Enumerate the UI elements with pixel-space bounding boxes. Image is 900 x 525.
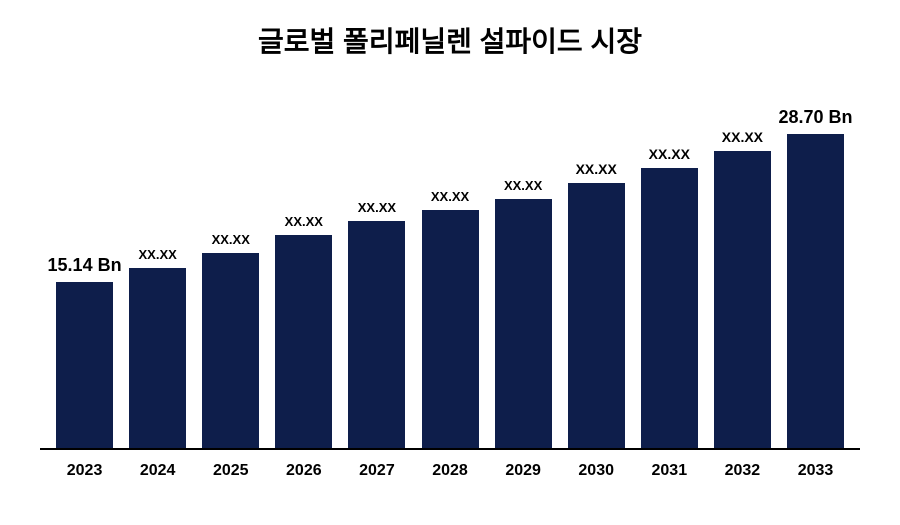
bar-group: XX.XX [633,120,706,448]
bar-group: XX.XX [121,120,194,448]
bar-group: XX.XX [413,120,486,448]
bar [202,253,259,448]
bar-value-label: 28.70 Bn [778,107,852,128]
bar [56,282,113,448]
bar [787,134,844,448]
bar-group: XX.XX [487,120,560,448]
bar-group: XX.XX [560,120,633,448]
bar-group: XX.XX [706,120,779,448]
bar-value-label: XX.XX [358,200,396,215]
x-axis-labels: 2023202420252026202720282029203020312032… [40,462,860,480]
bar-value-label: XX.XX [138,247,176,262]
x-axis-label: 2028 [413,462,486,480]
bar-value-label: XX.XX [285,214,323,229]
bar-group: 15.14 Bn [48,120,121,448]
bar-value-label: XX.XX [576,161,617,177]
x-axis-label: 2030 [560,462,633,480]
bar-value-label: 15.14 Bn [48,255,122,276]
x-axis-label: 2023 [48,462,121,480]
x-axis-label: 2031 [633,462,706,480]
bar-group: XX.XX [267,120,340,448]
bar-group: 28.70 Bn [779,120,852,448]
bar-value-label: XX.XX [431,189,469,204]
bar-group: XX.XX [194,120,267,448]
x-axis-label: 2024 [121,462,194,480]
bar [422,210,479,448]
bars-row: 15.14 Bn XX.XX XX.XX XX.XX XX.XX XX.XX XX.XX XX… [40,120,860,450]
bar [495,199,552,448]
bar [641,168,698,448]
chart-title: 글로벌 폴리페닐렌 설파이드 시장 [40,20,860,60]
x-axis-label: 2029 [487,462,560,480]
x-axis-label: 2033 [779,462,852,480]
bar [714,151,771,448]
x-axis-label: 2025 [194,462,267,480]
x-axis-label: 2032 [706,462,779,480]
bar-value-label: XX.XX [212,232,250,247]
bar-group: XX.XX [340,120,413,448]
bar-value-label: XX.XX [504,178,542,193]
bar [129,268,186,448]
bar-value-label: XX.XX [722,129,763,145]
bar-value-label: XX.XX [649,146,690,162]
chart-container: 글로벌 폴리페닐렌 설파이드 시장 15.14 Bn XX.XX XX.XX XX.X… [0,0,900,525]
bar [568,183,625,448]
chart-area: 15.14 Bn XX.XX XX.XX XX.XX XX.XX XX.XX XX.XX XX… [40,100,860,480]
bar [275,235,332,448]
x-axis-label: 2027 [340,462,413,480]
bar [348,221,405,448]
x-axis-label: 2026 [267,462,340,480]
